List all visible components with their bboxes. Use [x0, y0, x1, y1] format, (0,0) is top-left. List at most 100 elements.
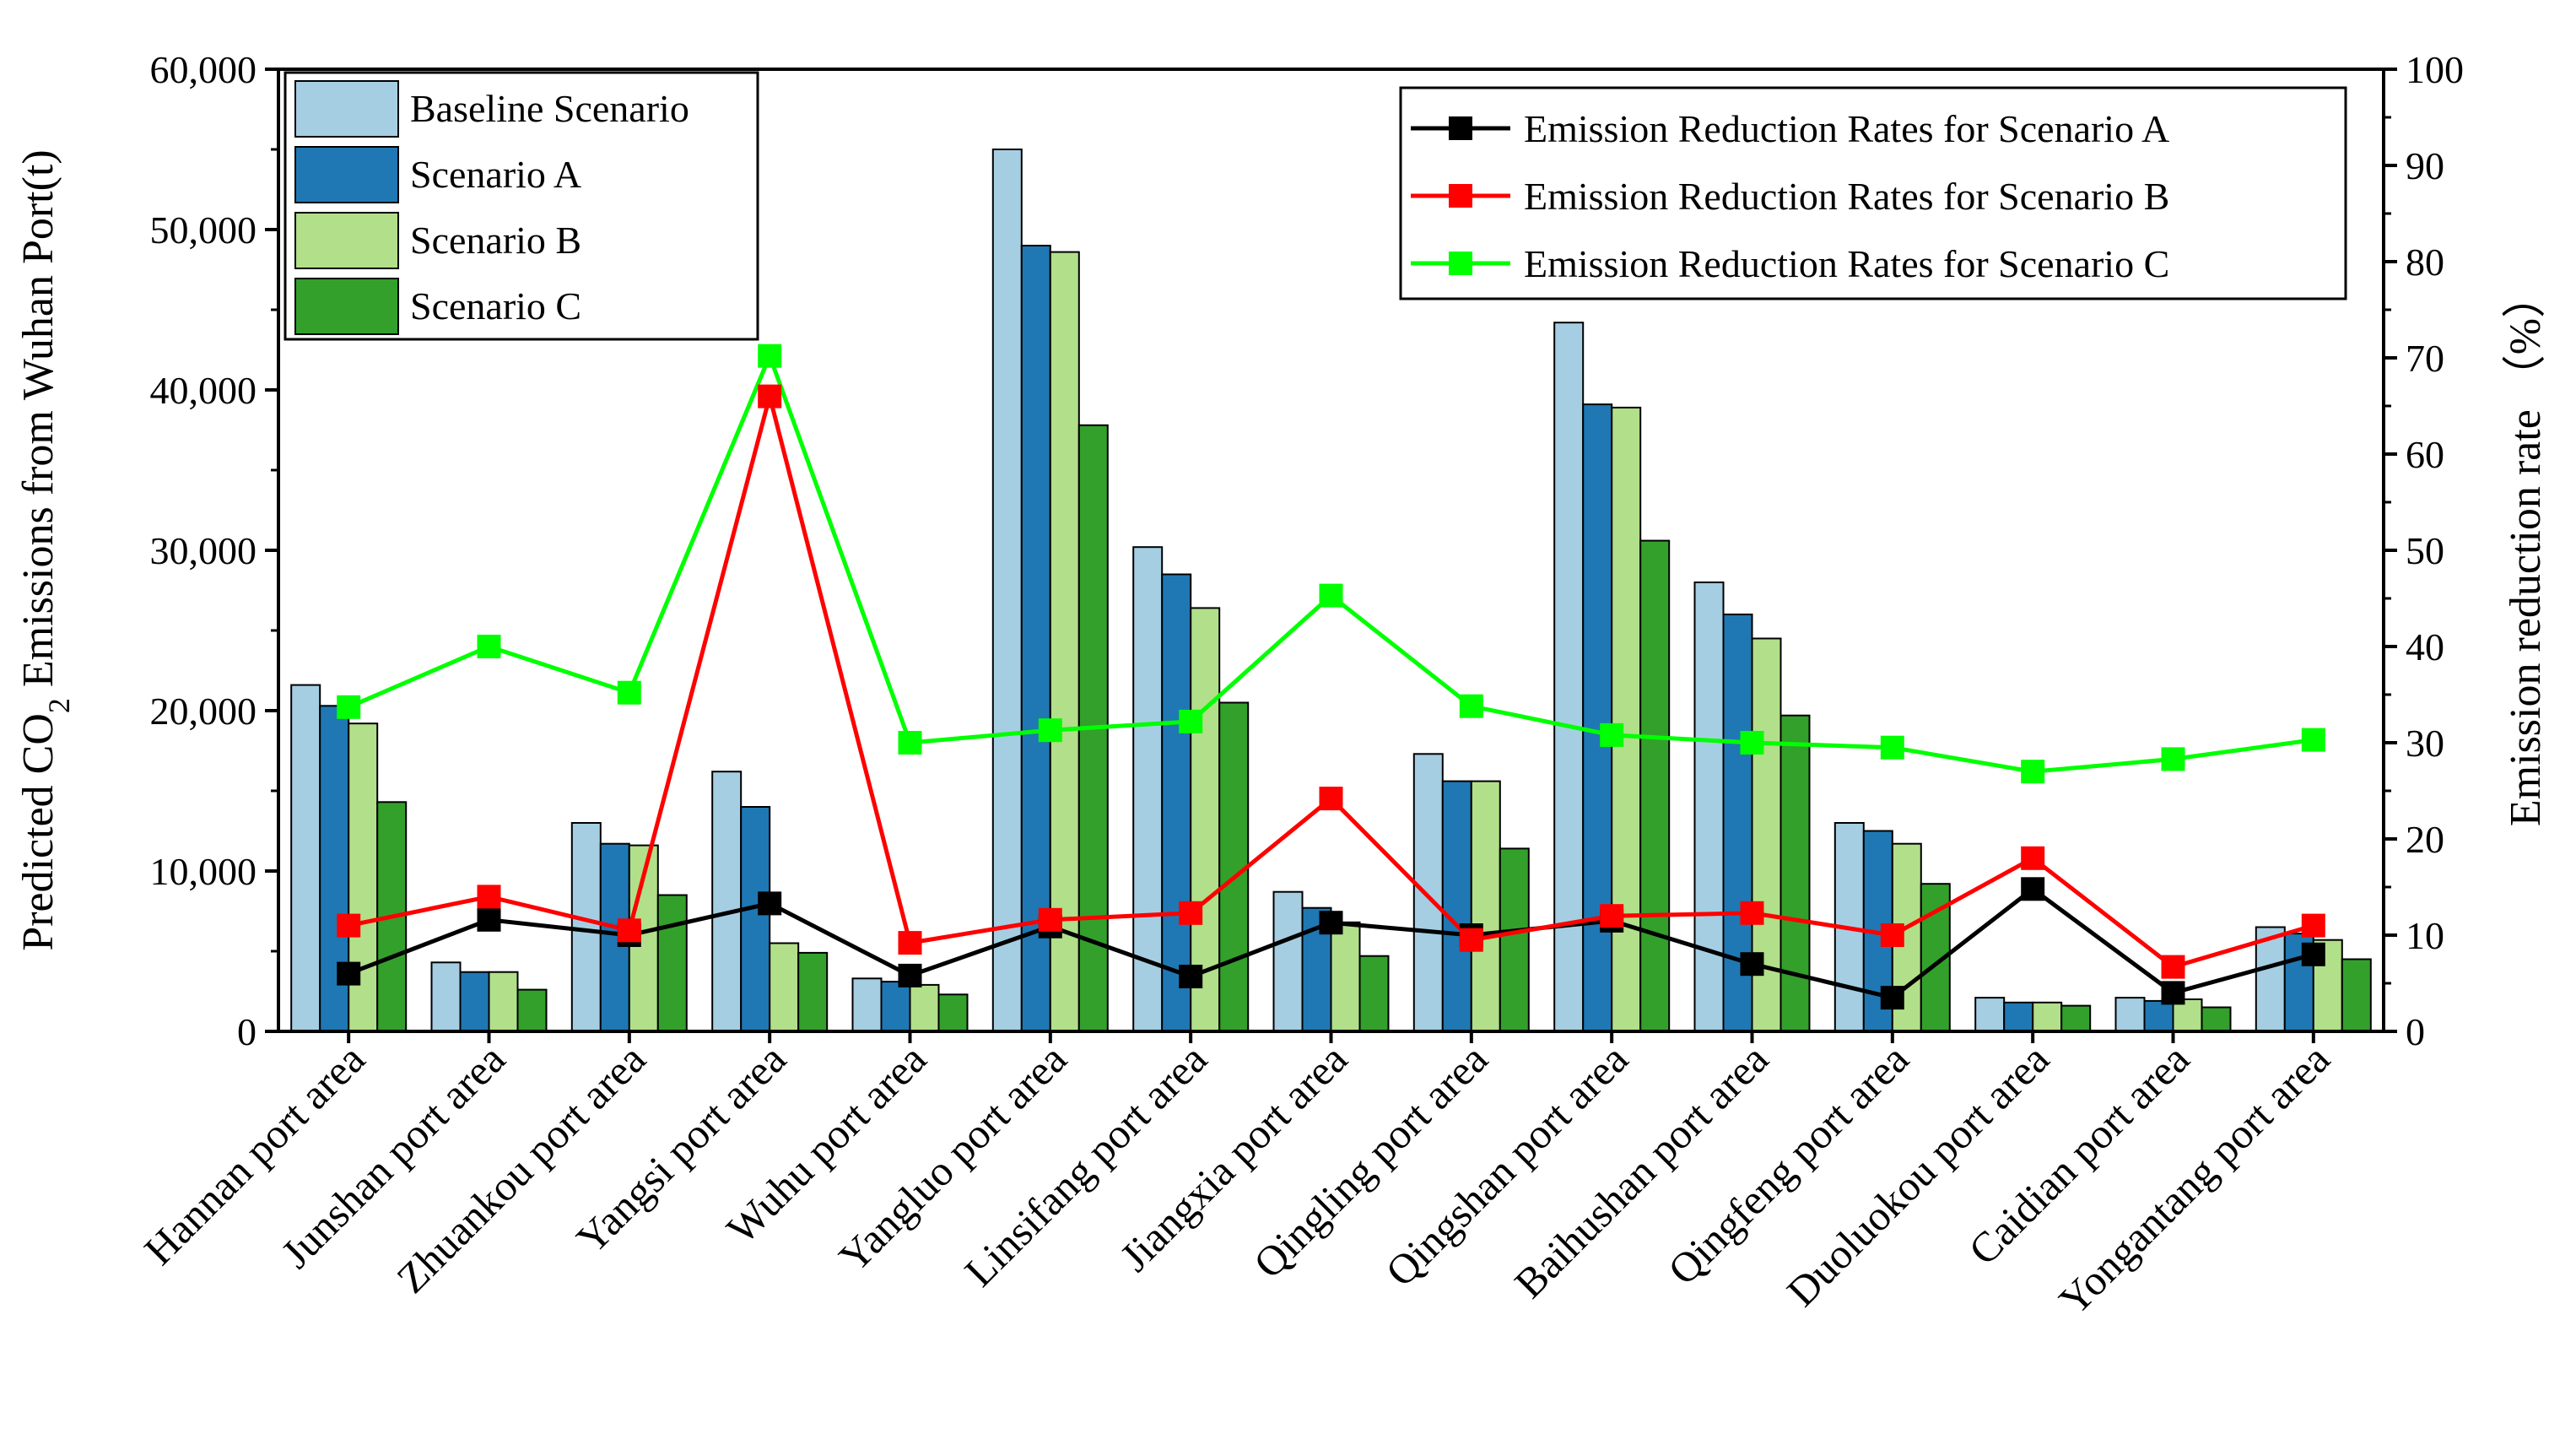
bar-1-14: [2114, 997, 2146, 1032]
legend-bars: Baseline Scenario Scenario A Scenario B Sce…: [284, 71, 759, 341]
legend-swatch: [294, 146, 399, 203]
bar-2-5: [880, 981, 911, 1032]
bar-3-6: [1049, 251, 1080, 1033]
legend-marker: [1449, 184, 1472, 208]
line-point-1-11: [1740, 952, 1764, 977]
right-tick-label: 90: [2406, 144, 2444, 187]
left-tick-label: 0: [237, 1010, 257, 1053]
line-point-2-5: [898, 931, 922, 955]
line-point-1-14: [2161, 981, 2185, 1005]
line-point-3-13: [2021, 760, 2045, 784]
bar-1-1: [290, 684, 321, 1032]
line-point-1-4: [758, 891, 782, 916]
line-point-2-1: [337, 913, 361, 938]
line-point-3-3: [617, 680, 641, 705]
line-point-1-7: [1179, 965, 1203, 988]
left-tick-label: 20,000: [150, 690, 257, 733]
bar-4-14: [2201, 1006, 2232, 1032]
line-point-2-12: [1880, 923, 1904, 947]
legend-lines-box: [1399, 86, 2347, 300]
legend-marker: [1449, 116, 1472, 140]
bar-4-4: [797, 951, 829, 1033]
x-tick-label: Yongantang port area: [2049, 1035, 2338, 1323]
x-tick-label: Duoluokou port area: [1778, 1035, 2058, 1315]
bar-4-8: [1358, 955, 1390, 1032]
bar-1-11: [1693, 582, 1725, 1032]
legend-swatch: [294, 80, 399, 138]
line-point-2-6: [1038, 907, 1062, 932]
line-point-3-15: [2301, 728, 2325, 752]
legend-label: Emission Reduction Rates for Scenario C: [1524, 242, 2169, 285]
line-point-2-8: [1319, 787, 1343, 811]
bar-3-13: [2032, 1001, 2063, 1033]
legend-label: Scenario C: [410, 284, 581, 327]
line-point-3-1: [337, 695, 361, 719]
line-point-2-3: [617, 918, 641, 943]
left-tick-label: 30,000: [150, 529, 257, 572]
line-point-3-2: [477, 635, 501, 658]
right-tick-label: 70: [2406, 337, 2444, 380]
bar-1-4: [711, 771, 743, 1032]
line-group: [337, 344, 2325, 1010]
bar-2-13: [2003, 1001, 2034, 1033]
line-point-1-1: [337, 961, 361, 986]
right-axis: 0 10 20 30 40 50 60 70 80 90 100: [2384, 48, 2464, 1053]
right-tick-label: 0: [2406, 1010, 2425, 1053]
bar-1-6: [991, 149, 1023, 1032]
right-tick-label: 60: [2406, 433, 2444, 476]
bar-3-2: [488, 971, 519, 1032]
line-point-3-8: [1319, 583, 1343, 608]
legend-label: Emission Reduction Rates for Scenario B: [1524, 175, 2169, 218]
bar-4-3: [656, 894, 688, 1032]
bar-2-10: [1582, 403, 1613, 1033]
line-point-3-6: [1038, 718, 1062, 743]
legend-label: Emission Reduction Rates for Scenario A: [1524, 107, 2169, 150]
left-tick-label: 40,000: [150, 369, 257, 412]
x-tick-label: Qingling port area: [1245, 1035, 1497, 1287]
bar-2-6: [1020, 245, 1051, 1032]
line-point-1-5: [898, 963, 922, 987]
series-line-3: [348, 349, 2314, 774]
bar-3-5: [909, 983, 940, 1033]
bar-3-7: [1190, 607, 1221, 1033]
bar-3-4: [769, 942, 800, 1032]
bar-1-8: [1272, 890, 1304, 1032]
x-tick-label: Zhuankou port area: [387, 1035, 654, 1301]
line-point-3-7: [1179, 709, 1203, 733]
line-point-3-10: [1600, 722, 1624, 747]
legend-label: Scenario A: [410, 153, 581, 196]
legend-swatch: [294, 278, 399, 335]
line-point-3-5: [898, 731, 922, 755]
line-point-3-11: [1740, 731, 1764, 755]
line-point-1-13: [2021, 877, 2045, 901]
line-point-2-14: [2161, 955, 2185, 979]
legend-label: Scenario B: [410, 219, 581, 262]
bar-2-4: [740, 806, 771, 1032]
bar-1-13: [1974, 997, 2006, 1032]
line-point-3-14: [2161, 747, 2185, 771]
right-tick-label: 100: [2406, 48, 2464, 91]
left-tick-label: 50,000: [150, 208, 257, 252]
x-tick-label: Baihushan port area: [1505, 1035, 1777, 1307]
left-tick-label: 60,000: [150, 48, 257, 91]
line-point-2-10: [1600, 904, 1624, 928]
line-point-2-2: [477, 885, 501, 909]
bar-3-8: [1330, 921, 1361, 1033]
bar-3-9: [1470, 780, 1501, 1032]
series-line-2: [348, 387, 2314, 970]
right-tick-label: 20: [2406, 818, 2444, 861]
line-point-3-4: [758, 344, 782, 368]
y2-axis-title: Emission reduction rate （%）: [2502, 274, 2550, 826]
y-axis-title: Predicted CO2 Emissions from Wuhan Port(…: [14, 149, 76, 950]
right-tick-label: 10: [2406, 914, 2444, 957]
bar-2-2: [459, 971, 490, 1032]
x-tick-label: Qingfeng port area: [1659, 1035, 1918, 1294]
left-tick-label: 10,000: [150, 850, 257, 893]
line-point-1-12: [1880, 986, 1904, 1010]
line-point-1-2: [477, 907, 501, 932]
right-tick-label: 80: [2406, 241, 2444, 284]
right-tick-label: 40: [2406, 625, 2444, 668]
right-tick-label: 50: [2406, 529, 2444, 572]
